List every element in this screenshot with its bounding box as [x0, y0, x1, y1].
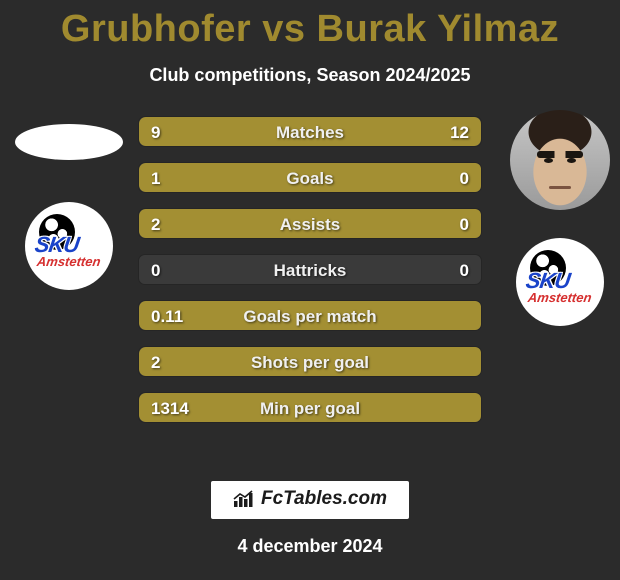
right-player-avatar: [510, 110, 610, 210]
subtitle: Club competitions, Season 2024/2025: [0, 65, 620, 86]
stat-row: 00Hattricks: [138, 254, 482, 285]
footer: FcTables.com: [0, 480, 620, 520]
brand-badge[interactable]: FcTables.com: [210, 480, 410, 520]
stat-row: 912Matches: [138, 116, 482, 147]
brand-text: FcTables.com: [261, 488, 387, 510]
left-club-logo: SKU Amstetten: [25, 202, 113, 290]
stat-row: 1314Min per goal: [138, 392, 482, 423]
club-logo-line2: Amstetten: [527, 290, 593, 305]
stat-label: Min per goal: [139, 393, 481, 423]
stat-bars: 912Matches 10Goals 20Assists 00Hattricks 0.1…: [138, 116, 482, 438]
right-player-column: SKU Amstetten: [500, 106, 620, 326]
stat-label: Shots per goal: [139, 347, 481, 377]
stat-label: Goals: [139, 163, 481, 193]
right-club-logo: SKU Amstetten: [516, 238, 604, 326]
left-player-column: SKU Amstetten: [0, 106, 138, 290]
comparison-area: SKU Amstetten SKU Amstetten 912Matches 10…: [0, 106, 620, 466]
chart-icon: [233, 490, 255, 508]
stat-row: 0.11Goals per match: [138, 300, 482, 331]
page-title: Grubhofer vs Burak Yilmaz: [0, 0, 620, 51]
stat-row: 20Assists: [138, 208, 482, 239]
stat-row: 2Shots per goal: [138, 346, 482, 377]
stat-label: Goals per match: [139, 301, 481, 331]
stat-label: Assists: [139, 209, 481, 239]
stat-row: 10Goals: [138, 162, 482, 193]
stat-label: Hattricks: [139, 255, 481, 285]
club-logo-line2: Amstetten: [36, 254, 102, 269]
date-text: 4 december 2024: [0, 536, 620, 557]
stat-label: Matches: [139, 117, 481, 147]
left-player-avatar: [15, 124, 123, 160]
